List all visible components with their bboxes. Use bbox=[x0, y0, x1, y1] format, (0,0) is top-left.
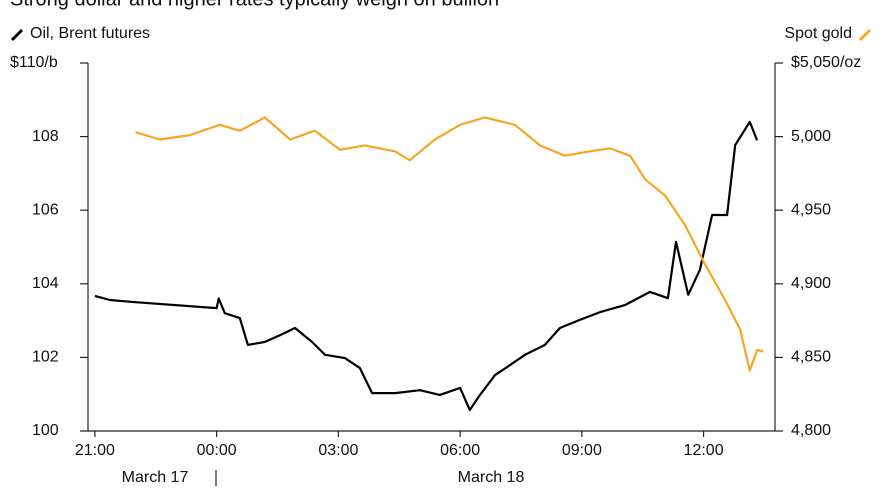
legend-label: Spot gold bbox=[784, 25, 852, 42]
x-tick-label: 03:00 bbox=[318, 442, 358, 459]
date-label: March 17 bbox=[122, 469, 189, 486]
y2-tick-label: 4,950 bbox=[791, 201, 831, 218]
x-tick-label: 21:00 bbox=[75, 442, 115, 459]
y-tick-label: 100 bbox=[32, 422, 59, 439]
legend-swatch bbox=[10, 28, 24, 42]
x-tick-label: 06:00 bbox=[440, 442, 480, 459]
x-tick-label: 00:00 bbox=[197, 442, 237, 459]
y2-tick-label: $5,050/oz bbox=[791, 54, 861, 71]
y-tick-label: 102 bbox=[32, 349, 59, 366]
legend-swatch bbox=[858, 28, 872, 42]
chart-title: Strong dollar and higher rates typically… bbox=[10, 0, 499, 10]
legend-label: Oil, Brent futures bbox=[30, 25, 150, 42]
y-tick-label: 104 bbox=[32, 275, 59, 292]
y-tick-label: 106 bbox=[32, 201, 59, 218]
y2-tick-label: 4,850 bbox=[791, 349, 831, 366]
y-tick-label: 108 bbox=[32, 128, 59, 145]
series-line bbox=[94, 120, 759, 412]
y2-tick-label: 5,000 bbox=[791, 128, 831, 145]
y2-tick-label: 4,800 bbox=[791, 422, 831, 439]
x-tick-label: 12:00 bbox=[684, 442, 724, 459]
x-tick-label: 09:00 bbox=[562, 442, 602, 459]
y-tick-label: $110/b bbox=[10, 54, 58, 71]
y2-tick-label: 4,900 bbox=[791, 275, 831, 292]
date-label: March 18 bbox=[458, 469, 525, 486]
series-line bbox=[135, 116, 764, 372]
